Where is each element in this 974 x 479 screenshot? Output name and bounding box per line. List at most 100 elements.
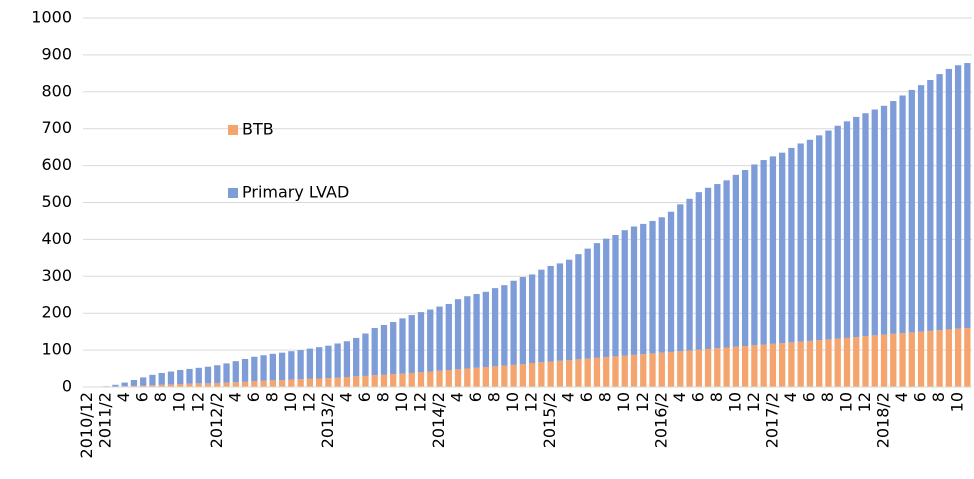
bar-segment xyxy=(825,130,832,340)
bar-segment xyxy=(825,339,832,387)
bar-segment xyxy=(260,355,267,381)
bar-segment xyxy=(140,377,147,386)
bar-segment xyxy=(649,220,656,354)
bar-segment xyxy=(436,370,443,387)
bar-segment xyxy=(880,334,888,387)
bar-segment xyxy=(723,347,730,387)
x-tick-label: 2015/2 xyxy=(540,392,559,448)
x-tick-label: 6 xyxy=(355,392,374,402)
legend-swatch xyxy=(228,188,238,198)
x-tick-label: 12 xyxy=(411,392,430,412)
x-tick-label: 6 xyxy=(133,392,152,402)
x-tick-label: 6 xyxy=(466,392,485,402)
bar-segment xyxy=(399,318,406,374)
bar-segment xyxy=(806,340,814,387)
bar-segment xyxy=(566,259,573,361)
bar-segment xyxy=(538,269,545,363)
x-tick-label: 10 xyxy=(948,392,967,412)
bar-segment xyxy=(899,95,906,334)
bar-segment xyxy=(269,380,276,387)
bar-segment xyxy=(769,156,777,344)
x-tick-label: 12 xyxy=(855,392,874,412)
bar-segment xyxy=(566,360,573,387)
x-tick-label: 4 xyxy=(114,392,133,402)
bar-segment xyxy=(547,265,554,362)
bar-segment xyxy=(917,85,925,332)
bar-segment xyxy=(667,351,675,387)
bar-segment xyxy=(908,89,915,333)
x-tick-label: 8 xyxy=(596,392,615,402)
bar-segment xyxy=(473,294,480,368)
bar-segment xyxy=(204,366,212,384)
bar-segment xyxy=(732,174,740,347)
bar-segment xyxy=(399,373,406,387)
x-tick-label: 6 xyxy=(799,392,818,402)
y-tick-label: 0 xyxy=(62,377,72,396)
x-tick-label: 2011/2 xyxy=(96,392,115,448)
x-tick-label: 10 xyxy=(392,392,411,412)
bar-segment xyxy=(528,363,536,387)
bar-segment xyxy=(130,379,138,386)
bar-segment xyxy=(241,381,249,387)
bar-segment xyxy=(380,325,388,375)
bar-segment xyxy=(510,364,517,387)
bar-segment xyxy=(584,248,591,359)
bar-segment xyxy=(603,357,610,387)
x-tick-label: 2012/2 xyxy=(207,392,226,448)
bar-segment xyxy=(871,109,878,336)
x-tick-label: 12 xyxy=(744,392,763,412)
bar-segment xyxy=(167,371,175,385)
bar-segment xyxy=(417,312,425,373)
x-tick-label: 8 xyxy=(262,392,281,402)
bar-segment xyxy=(371,327,378,376)
bar-segment xyxy=(214,365,221,383)
x-tick-label: 6 xyxy=(688,392,707,402)
bar-segment xyxy=(945,329,952,387)
bar-segment xyxy=(871,335,878,387)
bar-segment xyxy=(603,238,610,358)
bar-segment xyxy=(779,343,786,387)
bar-segment xyxy=(214,382,221,387)
x-tick-label: 2013/2 xyxy=(318,392,337,448)
bar-segment xyxy=(491,366,499,387)
bar-segment xyxy=(751,164,758,346)
bar-segment xyxy=(769,343,777,387)
bar-segment xyxy=(297,379,304,387)
bar-segment xyxy=(130,385,138,387)
bar-segment xyxy=(528,274,536,364)
bar-segment xyxy=(816,135,823,341)
x-tick-label: 2018/2 xyxy=(874,392,893,448)
x-tick-label: 8 xyxy=(151,392,170,402)
bar-segment xyxy=(630,226,638,355)
bar-segment xyxy=(177,384,184,387)
bar-segment xyxy=(964,327,971,387)
bar-segment xyxy=(760,160,767,345)
y-tick-label: 500 xyxy=(41,192,72,211)
bar-segment xyxy=(612,356,619,387)
bar-segment xyxy=(788,342,795,387)
bar-segment xyxy=(353,376,360,387)
bar-segment xyxy=(927,79,934,331)
bar-segment xyxy=(695,192,702,350)
x-tick-label: 10 xyxy=(725,392,744,412)
x-tick-label: 2010/12 xyxy=(77,392,96,458)
bar-segment xyxy=(936,330,943,387)
bar-segment xyxy=(612,234,619,357)
bar-segment xyxy=(954,328,962,387)
x-tick-label: 10 xyxy=(170,392,189,412)
bar-segment xyxy=(917,331,925,387)
bar-segment xyxy=(177,370,184,385)
bar-segment xyxy=(408,315,415,373)
bar-segment xyxy=(269,353,276,381)
bar-segment xyxy=(260,380,267,387)
x-tick-label: 10 xyxy=(281,392,300,412)
bar-segment xyxy=(677,351,684,387)
bar-segment xyxy=(334,343,341,378)
bar-segment xyxy=(556,263,564,361)
bar-segment xyxy=(834,125,841,339)
bar-segment xyxy=(862,113,869,337)
bar-segment xyxy=(445,370,452,387)
x-tick-label: 12 xyxy=(299,392,318,412)
bar-segment xyxy=(473,367,480,387)
